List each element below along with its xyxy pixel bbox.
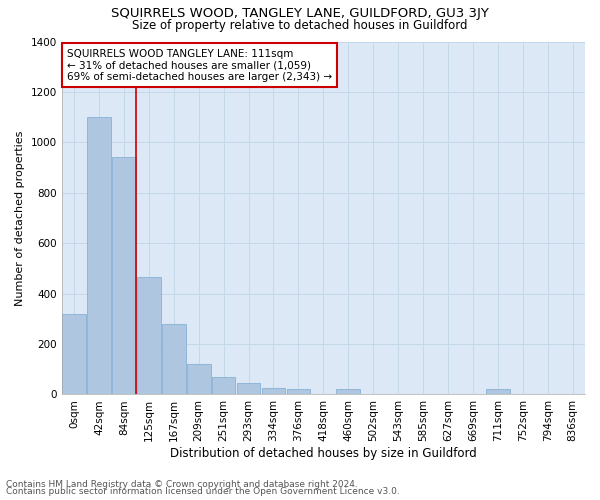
Text: Size of property relative to detached houses in Guildford: Size of property relative to detached ho…	[132, 18, 468, 32]
Bar	[486, 390, 509, 394]
Text: Contains HM Land Registry data © Crown copyright and database right 2024.: Contains HM Land Registry data © Crown c…	[6, 480, 358, 489]
Bar	[212, 377, 235, 394]
Bar	[62, 314, 86, 394]
Text: SQUIRRELS WOOD TANGLEY LANE: 111sqm
← 31% of detached houses are smaller (1,059): SQUIRRELS WOOD TANGLEY LANE: 111sqm ← 31…	[67, 48, 332, 82]
Text: Contains public sector information licensed under the Open Government Licence v3: Contains public sector information licen…	[6, 487, 400, 496]
Bar	[162, 324, 185, 394]
Y-axis label: Number of detached properties: Number of detached properties	[15, 130, 25, 306]
Bar	[112, 158, 136, 394]
X-axis label: Distribution of detached houses by size in Guildford: Distribution of detached houses by size …	[170, 447, 477, 460]
Bar	[237, 383, 260, 394]
Bar	[262, 388, 286, 394]
Bar	[87, 117, 111, 394]
Bar	[137, 277, 161, 394]
Bar	[337, 390, 360, 394]
Bar	[187, 364, 211, 394]
Text: SQUIRRELS WOOD, TANGLEY LANE, GUILDFORD, GU3 3JY: SQUIRRELS WOOD, TANGLEY LANE, GUILDFORD,…	[111, 8, 489, 20]
Bar	[287, 390, 310, 394]
